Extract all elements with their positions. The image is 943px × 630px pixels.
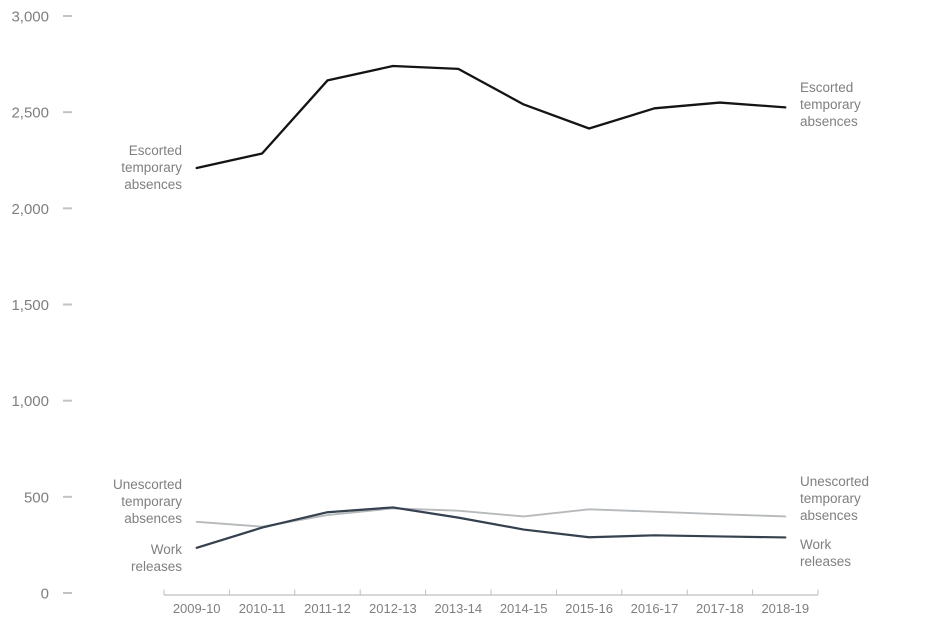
y-axis-label: 3,000 — [11, 9, 49, 26]
x-axis-label: 2012-13 — [369, 601, 417, 616]
series-label-escorted-right: Escorted temporary absences — [800, 80, 861, 129]
series-label-work-right: Work releases — [800, 537, 852, 569]
x-axis-label: 2016-17 — [631, 601, 679, 616]
y-axis-label: 1,000 — [11, 393, 49, 410]
y-axis-tick — [63, 592, 72, 594]
y-axis-label: 2,000 — [11, 201, 49, 218]
y-axis-label: 500 — [24, 489, 49, 506]
y-axis-label: 0 — [41, 586, 49, 603]
y-axis-tick — [63, 207, 72, 210]
y-axis-tick — [63, 111, 72, 114]
x-axis-label: 2017-18 — [696, 601, 744, 616]
series-line-escorted — [195, 64, 787, 170]
series-line-work — [195, 506, 787, 549]
x-axis-label: 2014-15 — [500, 601, 548, 616]
y-axis-label: 2,500 — [11, 105, 49, 122]
series-label-escorted-left: Escorted temporary absences — [121, 143, 182, 192]
y-axis-label: 1,500 — [11, 297, 49, 314]
y-axis-tick — [63, 303, 72, 306]
y-axis-tick — [63, 399, 72, 402]
y-axis-tick — [63, 15, 72, 17]
x-axis-label: 2015-16 — [565, 601, 613, 616]
x-axis-label: 2011-12 — [304, 601, 351, 616]
series-label-unescorted-right: Unescorted temporary absences — [800, 474, 870, 523]
series-label-work-left: Work releases — [130, 542, 182, 574]
x-axis-label: 2009-10 — [173, 601, 221, 616]
x-axis-label: 2010-11 — [239, 601, 286, 616]
y-axis-tick — [63, 495, 72, 498]
series-label-unescorted-left: Unescorted temporary absences — [112, 477, 182, 526]
x-axis-label: 2013-14 — [434, 601, 482, 616]
x-axis-label: 2018-19 — [761, 601, 809, 616]
